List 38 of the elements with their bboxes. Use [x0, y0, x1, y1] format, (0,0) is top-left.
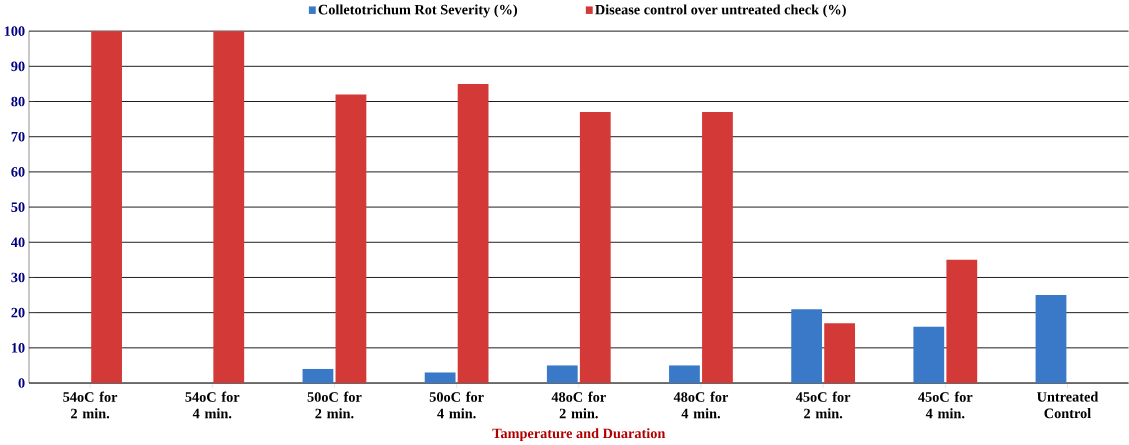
y-tick-label: 60 [11, 167, 25, 177]
y-tick-label: 50 [11, 202, 25, 213]
x-tick-label: 45oC for 4 min. [918, 391, 973, 419]
x-tick-label: 45oC for 2 min. [795, 391, 851, 419]
x-tick-label: 50oC for 2 min. [307, 391, 362, 419]
x-tick-label: 48oC for 2 min. [551, 391, 606, 419]
y-tick-label: 40 [11, 237, 25, 248]
bar [791, 309, 823, 384]
bar [91, 31, 122, 384]
bar [424, 372, 456, 384]
bar [913, 326, 945, 384]
y-tick-label: 90 [11, 61, 25, 72]
bar [457, 84, 489, 384]
bar [335, 94, 367, 384]
bar [546, 365, 578, 384]
y-tick-label: 0 [18, 378, 25, 388]
y-tick-label: 10 [11, 343, 25, 353]
y-tick-label: 30 [11, 272, 25, 283]
x-tick-label: 48oC for 4 min. [673, 391, 729, 419]
y-tick-label: 20 [11, 307, 25, 318]
x-tick-label: 54oC for 4 min. [185, 391, 240, 419]
bar [1035, 295, 1067, 384]
x-tick-label: 54oC for 2 min. [63, 391, 118, 419]
bar [302, 369, 334, 384]
bar [946, 259, 978, 384]
bar [213, 31, 245, 384]
bar [579, 112, 611, 384]
bar [669, 365, 700, 384]
y-tick-label: 100 [4, 26, 25, 37]
x-axis-title: Tamperature and Duaration [492, 428, 666, 442]
legend-label: Colletotrichum Rot Severity (%) [318, 4, 518, 18]
x-tick-label: Untreated Control [1037, 391, 1099, 419]
x-tick-label: 50oC for 4 min. [429, 391, 484, 419]
y-tick-label: 80 [11, 96, 25, 107]
y-tick-label: 70 [11, 132, 25, 142]
bar [702, 112, 733, 384]
bar [824, 323, 856, 384]
legend-label: Disease control over untreated check (%) [595, 4, 846, 18]
